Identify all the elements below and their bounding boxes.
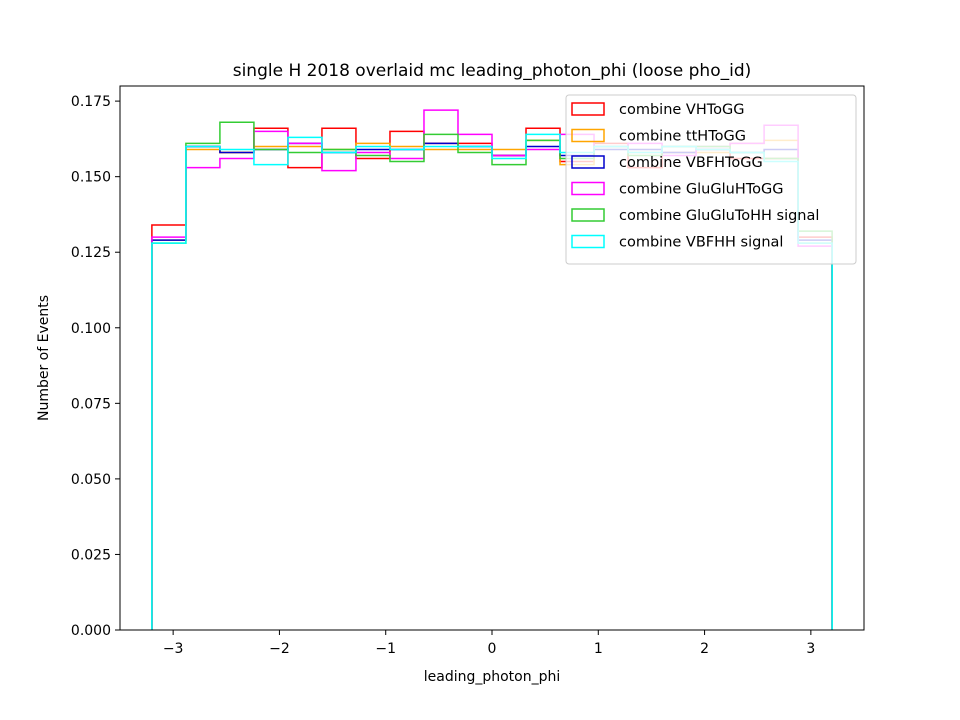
x-tick-label: −3 <box>163 641 184 657</box>
legend-item: combine VBFHToGG <box>571 155 763 171</box>
legend-item: combine GluGluToHH signal <box>571 208 819 224</box>
legend-item: combine GluGluHToGG <box>571 181 783 198</box>
legend-item: combine VHToGG <box>571 102 744 118</box>
legend-label: combine GluGluHToGG <box>619 182 783 198</box>
legend-swatch <box>571 102 605 116</box>
legend-swatch <box>571 234 605 249</box>
y-tick-label: 0.125 <box>71 245 111 261</box>
y-tick-label: 0.000 <box>71 623 111 639</box>
y-tick-label: 0.100 <box>71 321 111 337</box>
axes: −3 −2 −1 0 1 2 3 0.000 0.025 0.050 0.075 0.100 0.125… <box>71 85 865 657</box>
legend-box <box>565 94 857 265</box>
legend-swatch <box>571 181 605 196</box>
y-tick-label: 0.075 <box>71 396 111 412</box>
y-axis-label: Number of Events <box>36 295 52 421</box>
legend-item: combine ttHToGG <box>571 128 746 145</box>
y-tick-label: 0.050 <box>71 472 111 488</box>
chart-title: single H 2018 overlaid mc leading_photon… <box>233 61 752 81</box>
x-tick-label: −1 <box>375 641 396 657</box>
legend-swatch <box>571 128 605 143</box>
legend-label: combine VHToGG <box>619 102 744 118</box>
x-tick-label: 3 <box>806 641 815 657</box>
x-axis-label: leading_photon_phi <box>424 669 561 685</box>
x-tick-label: 0 <box>488 641 497 657</box>
legend-label: combine VBFHH signal <box>619 235 783 251</box>
legend-item: combine VBFHH signal <box>571 234 783 251</box>
legend: combine VHToGG combine ttHToGG combine VBF… <box>565 94 857 265</box>
legend-swatch <box>571 208 605 222</box>
y-tick-label: 0.175 <box>71 94 111 110</box>
legend-label: combine VBFHToGG <box>619 155 763 171</box>
legend-label: combine GluGluToHH signal <box>619 208 819 224</box>
y-tick-label: 0.025 <box>71 547 111 563</box>
y-tick-label: 0.150 <box>71 170 111 186</box>
x-tick-label: 2 <box>700 641 709 657</box>
legend-swatch <box>571 155 605 169</box>
x-tick-label: −2 <box>269 641 290 657</box>
legend-label: combine ttHToGG <box>619 129 746 145</box>
x-tick-label: 1 <box>594 641 603 657</box>
